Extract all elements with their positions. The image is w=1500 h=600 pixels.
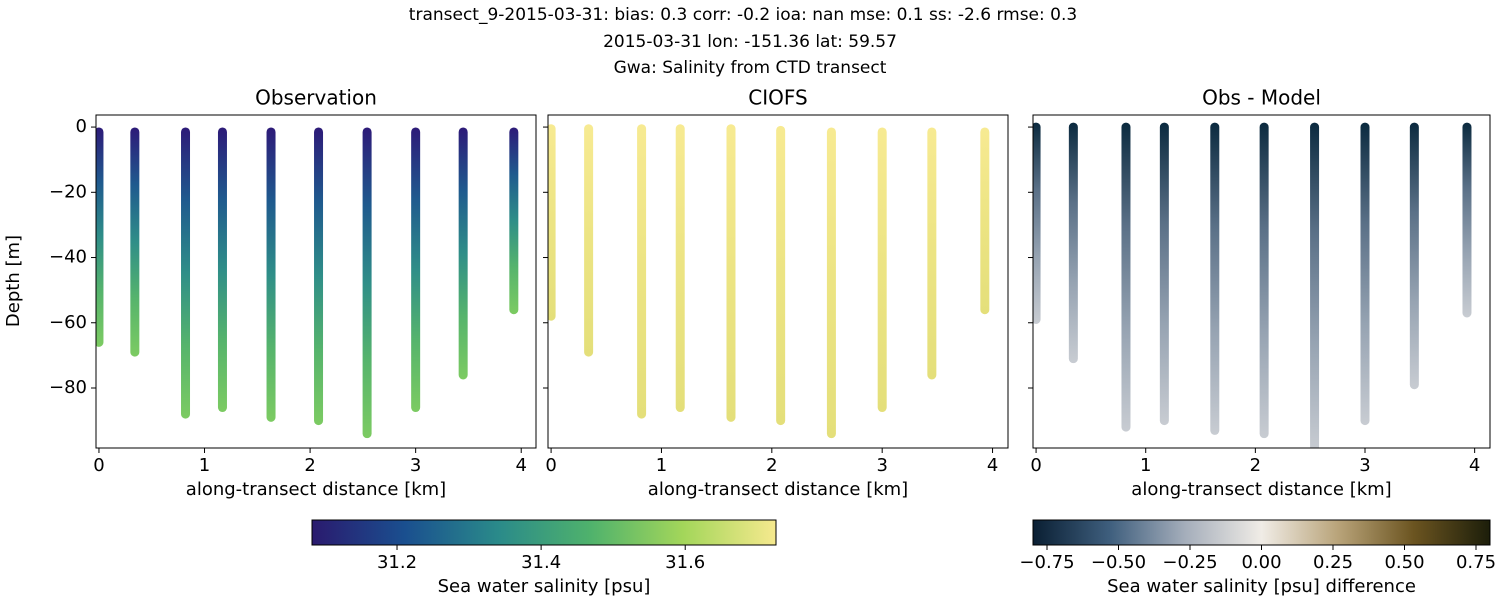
x-tick-label: 2 (766, 455, 777, 476)
cast (314, 127, 324, 426)
colorbar-tick-label: 31.6 (665, 552, 705, 573)
x-tick-label: 2 (1250, 455, 1261, 476)
colorbar-tick-label: 0.75 (1456, 552, 1496, 573)
x-tick-label: 3 (410, 455, 421, 476)
cast (826, 127, 836, 439)
cast (776, 125, 786, 426)
cast (266, 127, 276, 422)
cast (1068, 122, 1078, 364)
colorbar-label: Sea water salinity [psu] difference (1107, 576, 1416, 597)
colorbar-tick-label: 0.25 (1313, 552, 1353, 573)
x-axis-label: along-transect distance [km] (186, 479, 446, 500)
x-tick-label: 4 (987, 455, 998, 476)
panel-plot (1033, 122, 1472, 448)
x-tick-label: 3 (1359, 455, 1370, 476)
chart-subtitle: 2015-03-31 lon: -151.36 lat: 59.57 (603, 32, 897, 52)
cast (1259, 122, 1269, 439)
panel-plot (548, 124, 990, 439)
cast (675, 124, 685, 413)
x-axis-label: along-transect distance [km] (648, 479, 908, 500)
colorbar-tick-label: 0.00 (1241, 552, 1281, 573)
x-tick-label: 1 (656, 455, 667, 476)
y-axis-label: Depth [m] (3, 235, 24, 327)
cast (458, 127, 468, 380)
colorbar-tick-label: −0.75 (1019, 552, 1074, 573)
y-tick-label: −40 (49, 247, 87, 268)
cast (1360, 122, 1370, 426)
cast (548, 124, 556, 321)
colorbar (1032, 519, 1491, 546)
cast (980, 127, 990, 315)
cast (1409, 122, 1419, 390)
axes-frame (1032, 114, 1491, 449)
cast (726, 124, 736, 422)
cast (96, 127, 104, 347)
cast (362, 127, 372, 439)
cast (877, 127, 887, 413)
x-tick-label: 0 (93, 455, 104, 476)
colorbar-tick-label: −0.25 (1162, 552, 1217, 573)
x-tick-label: 0 (1030, 455, 1041, 476)
cast (1121, 122, 1131, 432)
chart-subtitle: Gwa: Salinity from CTD transect (614, 58, 887, 78)
cast (181, 127, 191, 419)
cast (584, 124, 594, 357)
y-tick-label: −20 (49, 181, 87, 202)
colorbar (311, 519, 777, 546)
axes-frame (95, 114, 537, 449)
colorbar-tick-label: 31.4 (521, 552, 561, 573)
panel-title: CIOFS (748, 86, 807, 110)
panel-plot (96, 127, 519, 439)
colorbar-tick-label: 31.2 (377, 552, 417, 573)
x-tick-label: 4 (515, 455, 526, 476)
cast (509, 127, 519, 315)
cast (411, 127, 421, 413)
x-tick-label: 1 (199, 455, 210, 476)
cast (1462, 122, 1472, 318)
x-tick-label: 0 (545, 455, 556, 476)
cast (1033, 122, 1041, 324)
colorbar-tick-label: −0.50 (1091, 552, 1146, 573)
colorbar-tick-label: 0.50 (1384, 552, 1424, 573)
cast (1210, 122, 1220, 435)
cast (637, 124, 647, 419)
chart-title: transect_9-2015-03-31: bias: 0.3 corr: -… (409, 5, 1077, 25)
colorbar-label: Sea water salinity [psu] (438, 576, 651, 597)
x-axis-label: along-transect distance [km] (1131, 479, 1391, 500)
panel-title: Obs - Model (1202, 86, 1321, 110)
y-tick-label: 0 (76, 116, 87, 137)
x-tick-label: 1 (1140, 455, 1151, 476)
axes-frame (547, 114, 1009, 449)
cast (1159, 122, 1169, 426)
x-tick-label: 3 (876, 455, 887, 476)
cast (130, 127, 140, 357)
cast (1310, 122, 1320, 448)
cast (217, 127, 227, 413)
cast (927, 127, 937, 380)
panel-title: Observation (255, 86, 377, 110)
x-tick-label: 2 (304, 455, 315, 476)
y-tick-label: −80 (49, 377, 87, 398)
x-tick-label: 4 (1469, 455, 1480, 476)
y-tick-label: −60 (49, 312, 87, 333)
